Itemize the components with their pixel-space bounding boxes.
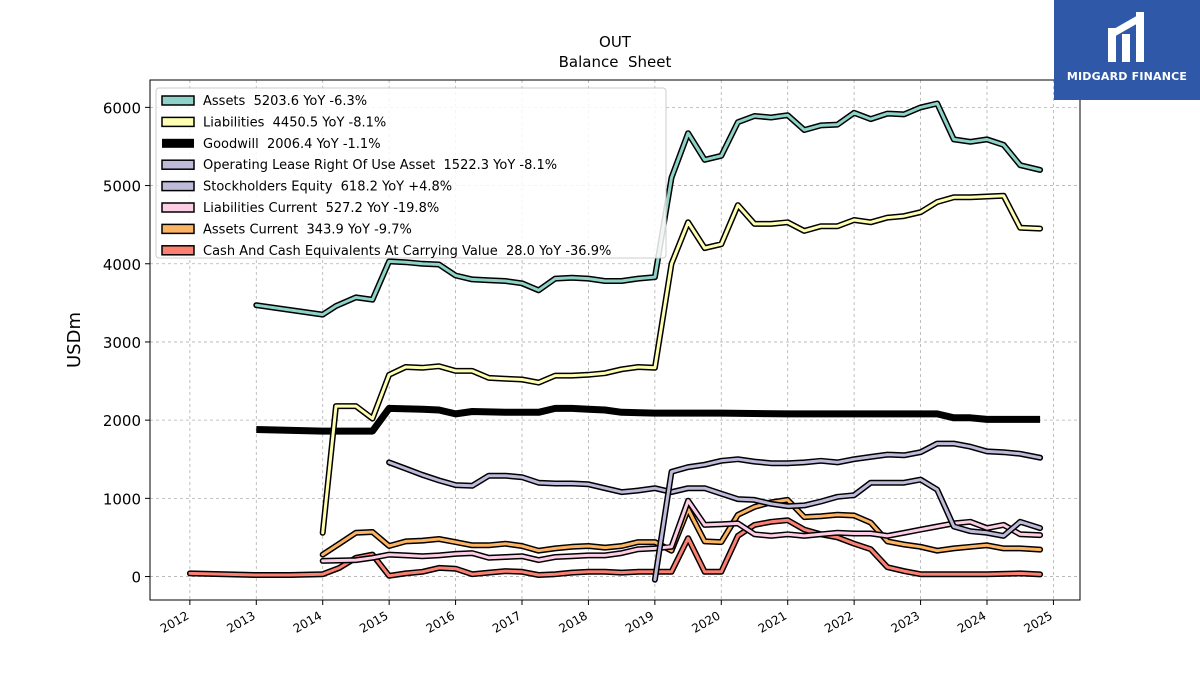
x-tick-label: 2023 <box>889 608 922 635</box>
x-tick-label: 2022 <box>822 608 855 635</box>
midgard-finance-logo: MIDGARD FINANCE <box>1054 0 1200 100</box>
y-tick-label: 4000 <box>103 256 141 274</box>
legend-label: Stockholders Equity 618.2 YoY +4.8% <box>203 180 452 195</box>
legend-swatch <box>161 223 195 235</box>
legend-label: Assets Current 343.9 YoY -9.7% <box>203 222 412 237</box>
series-line-cash-and-cash-equivalents-at-carrying-value <box>188 518 1042 578</box>
legend-label: Cash And Cash Equivalents At Carrying Va… <box>203 244 611 259</box>
chart-title: OUT <box>599 33 632 51</box>
plot-frame <box>149 79 1081 601</box>
y-tick-label: 3000 <box>103 334 141 352</box>
y-tick-label: 1000 <box>103 490 141 508</box>
x-tick-label: 2017 <box>490 608 523 635</box>
x-tick-label: 2012 <box>158 608 191 635</box>
x-tick-label: 2015 <box>357 608 390 635</box>
series-line-liabilities-current <box>321 499 1042 563</box>
x-tick-label: 2020 <box>689 608 722 635</box>
legend-box <box>155 87 667 259</box>
series-line-operating-lease-right-of-use-asset <box>653 442 1042 582</box>
x-tick-label: 2014 <box>291 608 324 635</box>
series-line-assets <box>254 102 1042 317</box>
legend-label: Goodwill 2006.4 YoY -1.1% <box>203 137 381 152</box>
legend-swatch <box>161 159 195 170</box>
x-tick-label: 2016 <box>424 608 457 635</box>
series-lines <box>186 100 1044 583</box>
y-tick-label: 5000 <box>103 178 141 196</box>
y-tick-label: 0 <box>131 569 141 587</box>
legend: Assets 5203.6 YoY -6.3% Liabilities 4450.… <box>155 87 667 259</box>
logo-mark-icon <box>1108 12 1144 62</box>
y-axis-label: USDm <box>64 312 85 368</box>
legend-label: Operating Lease Right Of Use Asset 1522.… <box>203 158 557 173</box>
x-tick-label: 2018 <box>556 608 589 635</box>
x-tick-label: 2025 <box>1021 608 1054 635</box>
legend-swatch <box>161 116 195 128</box>
legend-label: Assets 5203.6 YoY -6.3% <box>203 94 367 109</box>
legend-swatch <box>161 202 195 213</box>
y-tick-label: 6000 <box>103 99 141 117</box>
chart-subtitle: Balance Sheet <box>559 53 672 71</box>
series-line-goodwill <box>256 404 1041 435</box>
x-tick-label: 2013 <box>224 608 257 635</box>
series-line-stockholders-equity <box>387 460 1042 538</box>
y-tick-label: 2000 <box>103 412 141 430</box>
legend-label: Liabilities 4450.5 YoY -8.1% <box>203 115 386 130</box>
legend-swatch <box>162 138 194 148</box>
x-tick-label: 2021 <box>756 608 789 635</box>
legend-label: Liabilities Current 527.2 YoY -19.8% <box>203 201 439 216</box>
legend-swatch <box>161 180 195 192</box>
series-line-liabilities <box>321 194 1042 535</box>
x-tick-label: 2024 <box>955 608 988 635</box>
legend-swatch <box>161 245 195 256</box>
legend-swatch <box>161 95 195 106</box>
logo-text: MIDGARD FINANCE <box>1066 70 1188 83</box>
x-tick-label: 2019 <box>623 608 656 635</box>
